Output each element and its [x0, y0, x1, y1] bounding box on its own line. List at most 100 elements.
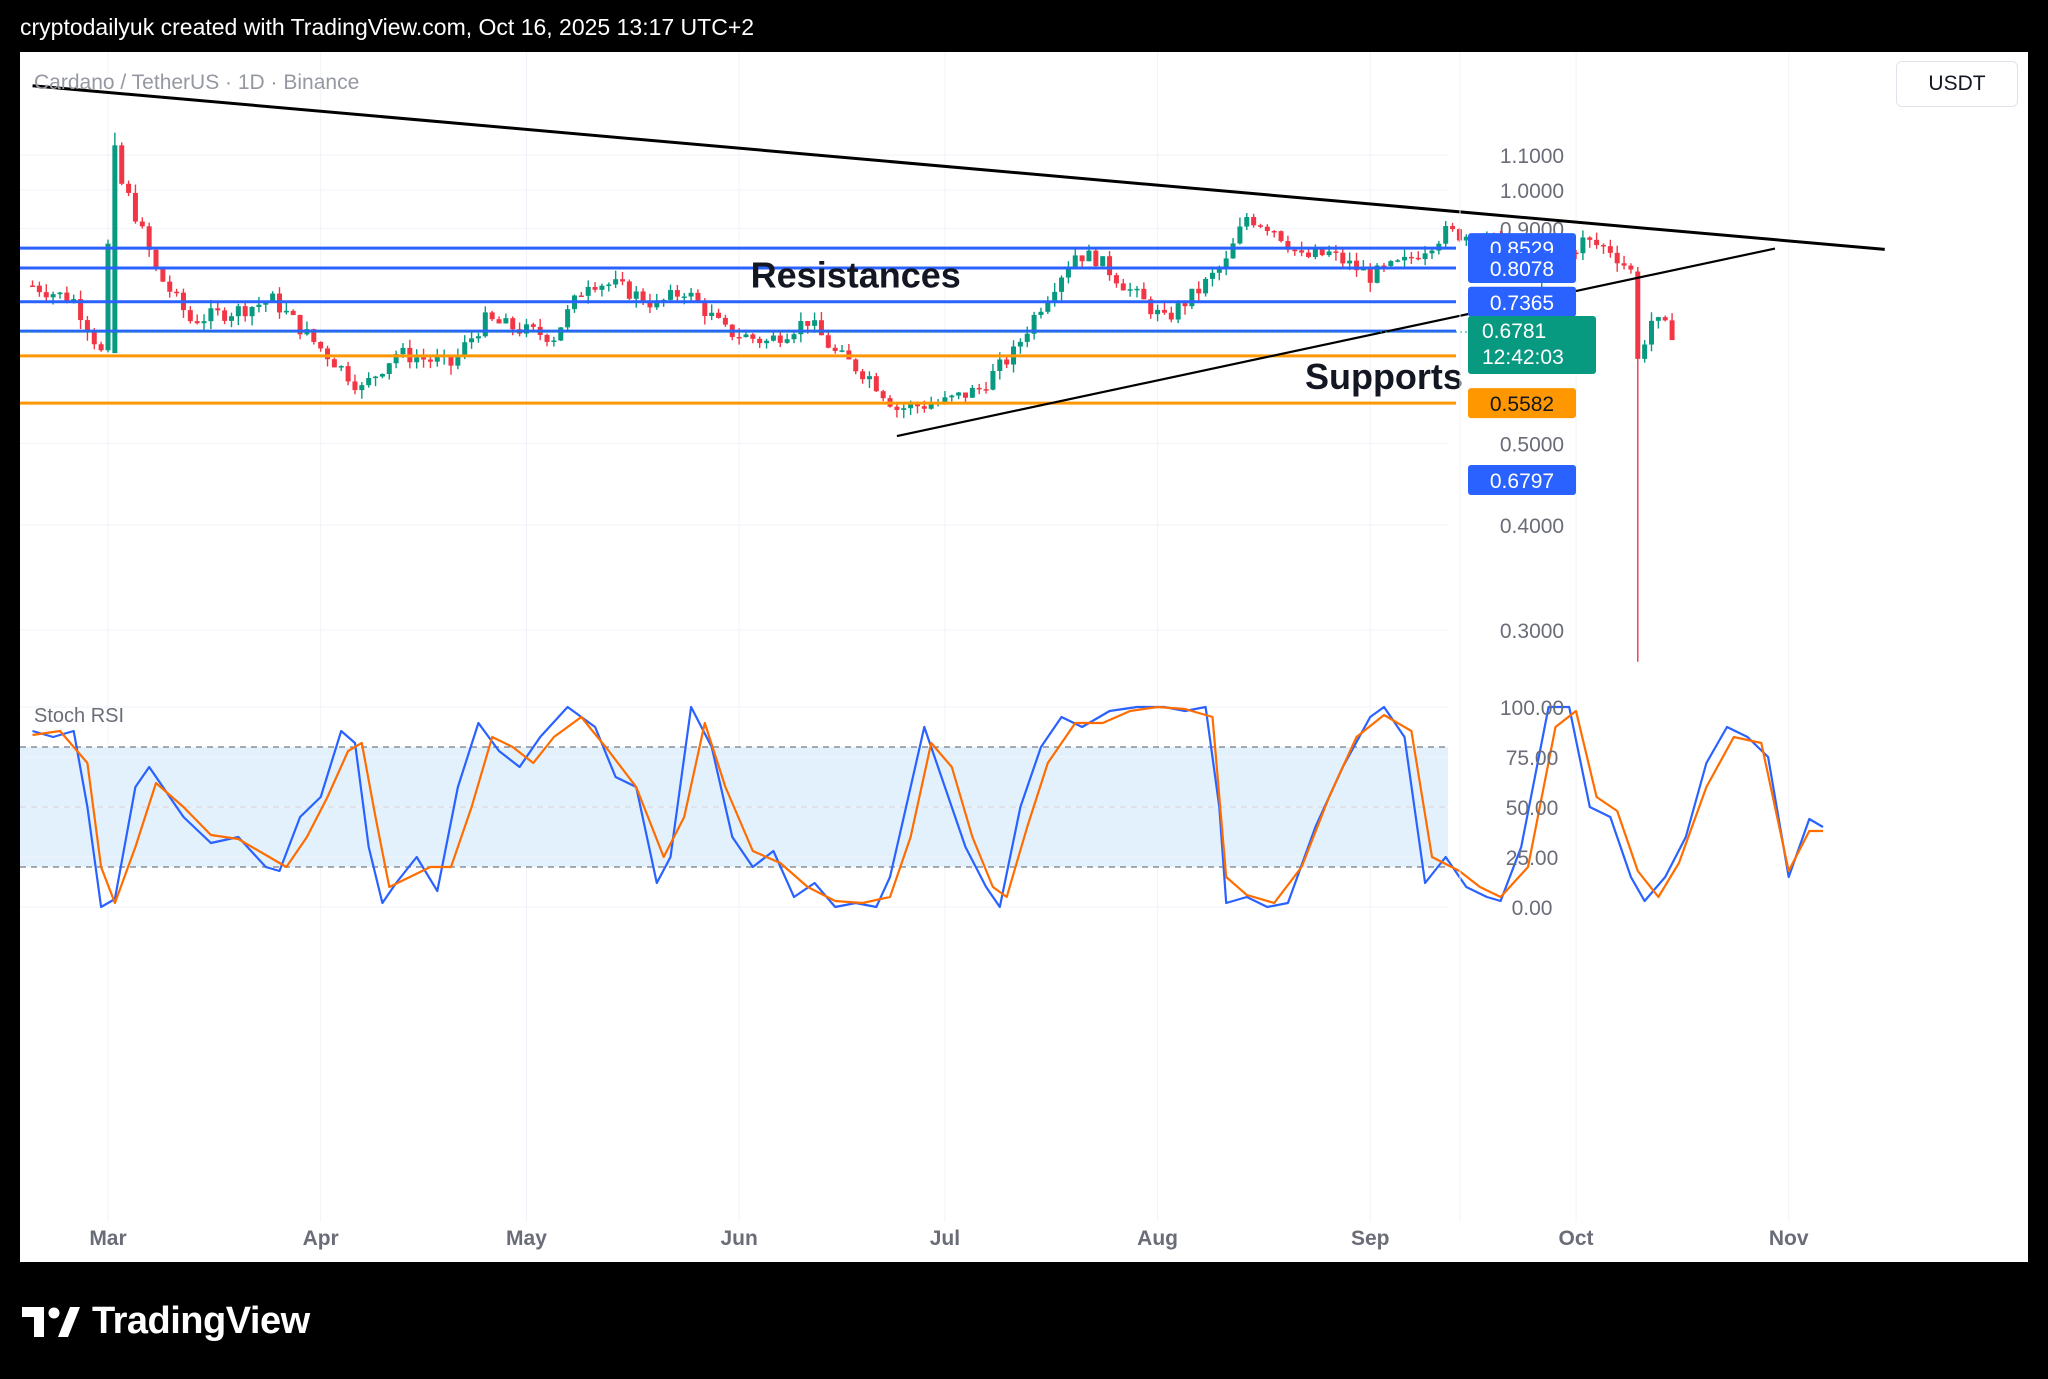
candle-body — [1113, 275, 1119, 284]
candle-body — [1045, 300, 1051, 312]
candle-body — [1402, 256, 1408, 261]
candle-body — [1422, 253, 1428, 259]
trendline-descending[interactable] — [32, 84, 1885, 251]
last-price-tag: 0.6781 12:42:03 — [1468, 315, 1596, 374]
candle-body — [1614, 252, 1620, 264]
stoch-rsi-pane — [20, 705, 1824, 909]
annotation-resistances: Resistances — [751, 254, 961, 295]
candle-body — [1155, 309, 1161, 315]
price-tag-resistance-box — [1468, 253, 1576, 284]
candle-body — [1086, 250, 1092, 262]
candle-body — [283, 310, 289, 313]
candle-body — [1642, 344, 1648, 359]
candle-body — [722, 317, 728, 325]
trendline-ascending[interactable] — [896, 247, 1776, 438]
x-tick-label: Oct — [1559, 1227, 1594, 1250]
candle-body — [812, 320, 818, 326]
candle-body — [1196, 288, 1202, 294]
candle-body — [681, 296, 687, 299]
currency-selector[interactable]: USDT — [1896, 61, 2018, 107]
candle-body — [784, 339, 790, 343]
candle-body — [1141, 288, 1147, 300]
chart-panel[interactable]: Mar Apr May Jun Jul Aug Sep Oct Nov 0.3000 0.4000 0… — [20, 52, 2028, 1262]
candle-body — [379, 373, 385, 377]
candle-body — [1203, 278, 1209, 294]
candle-body — [318, 341, 324, 349]
last-price-box — [1468, 315, 1596, 374]
candle-body — [956, 392, 962, 396]
candle-body — [633, 291, 639, 299]
candle-body — [1600, 245, 1606, 247]
candle-body — [448, 355, 454, 366]
candle-body — [1100, 256, 1106, 267]
stoch-series-K — [32, 705, 1824, 909]
y-tick-label: 0.4000 — [1500, 515, 1564, 538]
candle-body — [64, 292, 70, 302]
candle-body — [325, 348, 331, 360]
candle-body — [366, 378, 372, 386]
candle-body — [1230, 243, 1236, 259]
candle-body — [132, 192, 138, 222]
candle-body — [620, 279, 625, 282]
tradingview-logo-icon — [22, 1306, 80, 1337]
candle-body — [990, 370, 996, 390]
y-tick-label: 0.5000 — [1500, 433, 1564, 456]
candle-body — [386, 363, 392, 374]
candle-body — [187, 310, 193, 322]
candle-body — [1333, 251, 1339, 253]
candle-body — [1209, 272, 1215, 279]
candle-body — [105, 243, 111, 351]
candle-body — [805, 321, 811, 326]
candle-body — [1216, 268, 1222, 273]
candle-body — [1319, 249, 1325, 256]
candle-body — [84, 320, 90, 332]
x-tick-label: Apr — [303, 1227, 339, 1250]
chart-canvas[interactable]: Mar Apr May Jun Jul Aug Sep Oct Nov 0.3000 0.4000 0… — [20, 52, 2028, 1262]
candle-body — [853, 359, 859, 372]
last-price-value: 0.6781 — [1482, 320, 1546, 343]
candle-body — [626, 281, 632, 299]
candle-body — [1388, 261, 1394, 266]
candle-body — [839, 350, 845, 352]
candle-body — [963, 392, 968, 398]
candle-body — [434, 357, 440, 362]
candle-body — [764, 340, 770, 344]
candle-body — [544, 335, 550, 342]
x-tick-label: Aug — [1137, 1227, 1178, 1250]
stoch-y-tick-label: 100.00 — [1500, 697, 1564, 720]
candle-body — [1408, 256, 1414, 259]
candle-body — [1175, 303, 1181, 320]
candle-body — [160, 269, 166, 282]
candle-body — [1463, 236, 1469, 241]
candle-body — [640, 291, 646, 303]
candle-body — [91, 331, 97, 345]
tradingview-wordmark: TradingView — [92, 1300, 310, 1342]
x-tick-label: Sep — [1351, 1227, 1390, 1250]
candle-body — [43, 292, 49, 298]
candle-body — [201, 321, 207, 324]
price-tag-resistance: 0.7365 — [1468, 286, 1576, 317]
candle-body — [503, 318, 509, 324]
candle-body — [832, 347, 838, 351]
candle-body — [98, 344, 104, 351]
candle-body — [1134, 288, 1140, 291]
candle-body — [1635, 271, 1641, 359]
candle-body — [1607, 246, 1613, 253]
candle-body — [1456, 229, 1462, 241]
attribution-text: cryptodailyuk created with TradingView.c… — [20, 14, 755, 40]
candle-body — [1059, 277, 1065, 292]
tradingview-logo[interactable]: TradingView — [22, 1300, 310, 1343]
candle-body — [338, 366, 344, 368]
candle-body — [167, 281, 173, 292]
candle-body — [1120, 283, 1126, 291]
footer-bar: TradingView — [0, 1262, 2048, 1379]
candle-body — [1031, 314, 1037, 334]
candle-body — [1347, 260, 1353, 264]
candle-body — [482, 312, 488, 337]
candle-body — [530, 324, 536, 327]
chart-background — [20, 52, 2028, 1262]
candle-body — [818, 320, 824, 336]
candle-body — [242, 306, 248, 317]
stoch-series-D — [32, 705, 1823, 905]
price-tag-label: 0.8078 — [1490, 258, 1554, 281]
